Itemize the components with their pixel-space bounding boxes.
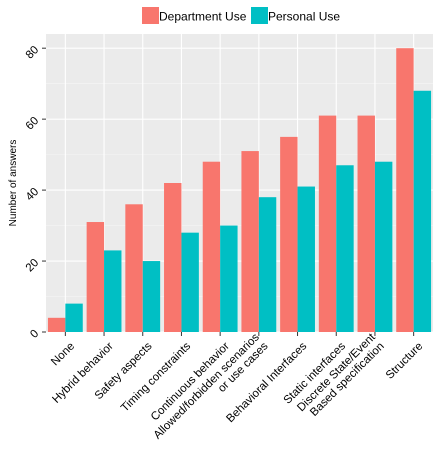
bar-personal bbox=[104, 250, 122, 332]
bar-personal bbox=[142, 261, 161, 332]
legend-label: Department Use bbox=[159, 10, 247, 24]
y-tick-label: 80 bbox=[24, 44, 42, 62]
bars bbox=[47, 48, 432, 332]
bar-department bbox=[47, 317, 66, 332]
bar-department bbox=[241, 151, 259, 332]
legend-label: Personal Use bbox=[268, 10, 340, 24]
y-tick-label: 0 bbox=[28, 328, 41, 341]
bar-department bbox=[86, 222, 105, 332]
y-tick-label: 20 bbox=[24, 257, 42, 275]
x-tick-label: None bbox=[49, 340, 77, 368]
bar-department bbox=[357, 115, 375, 332]
bar-department bbox=[280, 136, 298, 332]
y-tick-label: 40 bbox=[24, 186, 42, 204]
bar-department bbox=[164, 183, 182, 332]
bar-personal bbox=[297, 186, 315, 332]
y-axis: 0 20 40 60 80 bbox=[24, 44, 46, 341]
bar-personal bbox=[220, 225, 238, 332]
bar-department bbox=[396, 48, 414, 332]
legend-key-personal bbox=[251, 7, 268, 24]
bar-department bbox=[125, 204, 143, 332]
bar-personal bbox=[65, 303, 83, 332]
bar-personal bbox=[413, 90, 432, 332]
bar-personal bbox=[374, 161, 393, 332]
bar-department bbox=[202, 161, 221, 332]
y-axis-title: Number of answers bbox=[8, 140, 19, 227]
y-tick-label: 60 bbox=[24, 115, 42, 133]
bar-personal bbox=[181, 232, 199, 332]
x-tick-label: Structure bbox=[384, 340, 425, 381]
bar-personal bbox=[258, 197, 277, 332]
bar-department bbox=[318, 115, 337, 332]
legend: Department Use Personal Use bbox=[142, 7, 340, 24]
legend-key-department bbox=[142, 7, 159, 24]
bar-personal bbox=[336, 165, 354, 332]
